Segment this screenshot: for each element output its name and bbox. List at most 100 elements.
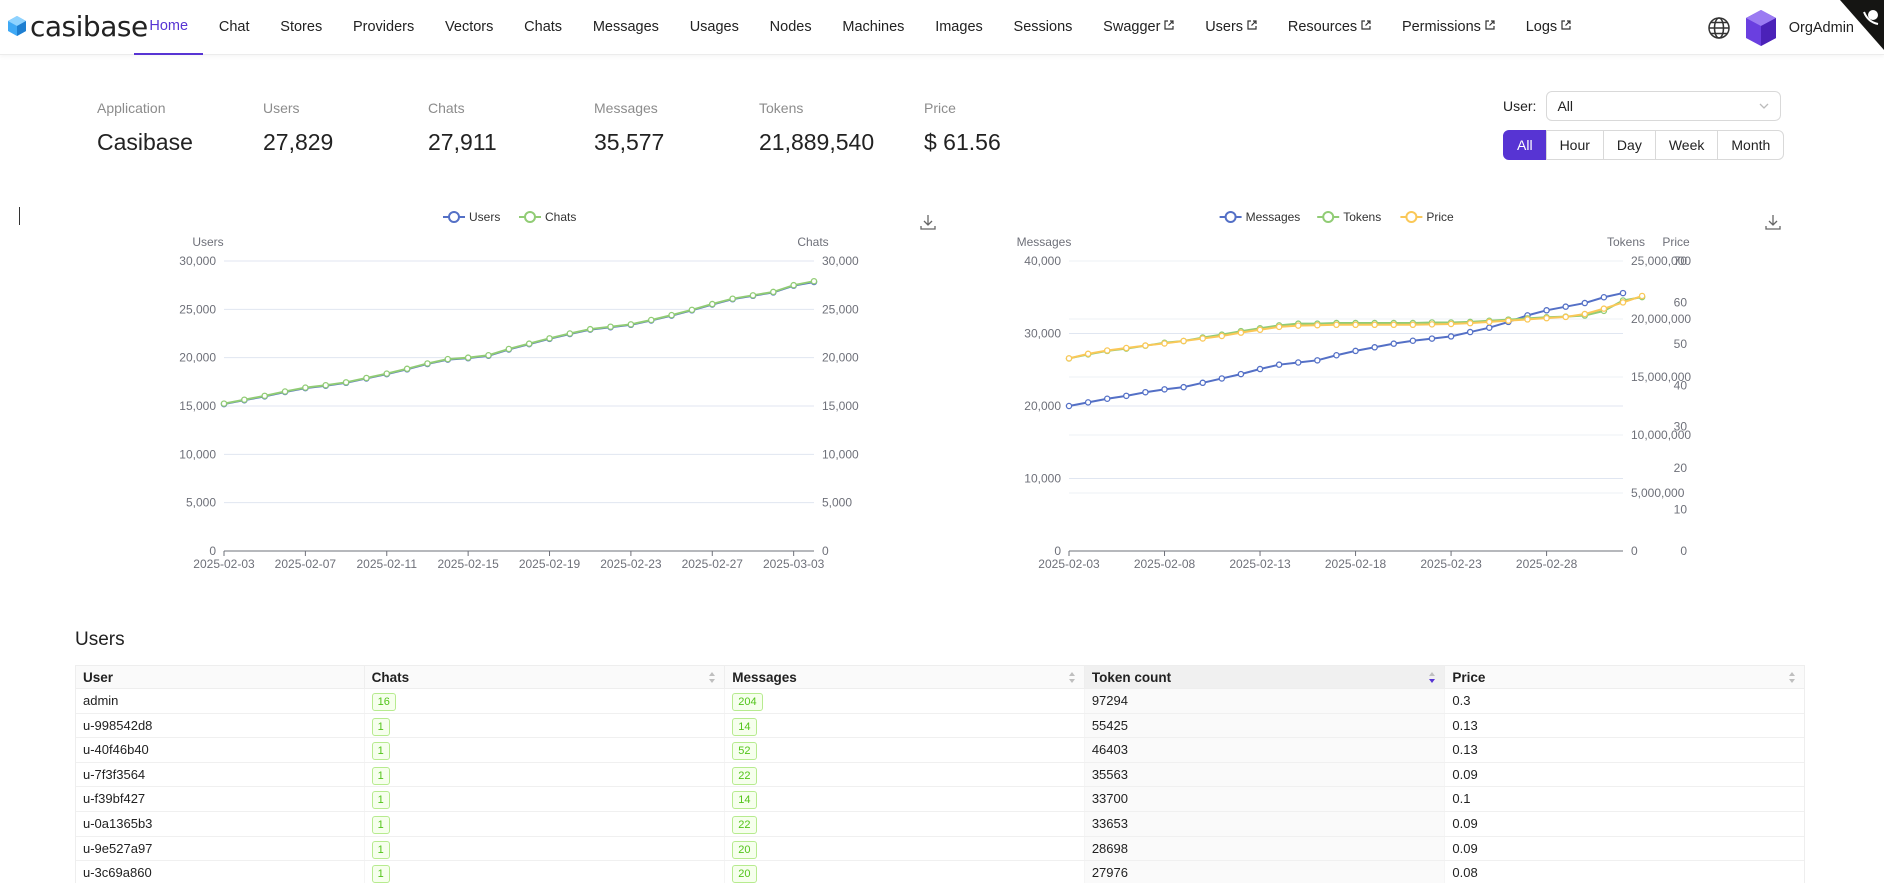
data-point-chats[interactable] [220,400,228,407]
download-chart-icon-1[interactable] [919,213,937,231]
data-point-price[interactable] [1199,335,1206,342]
data-point-chats[interactable] [607,323,614,330]
data-point-chats[interactable] [302,384,309,391]
data-point-price[interactable] [1314,321,1321,329]
data-point-chats[interactable] [566,330,574,337]
range-button-hour[interactable]: Hour [1545,130,1604,160]
data-point-messages[interactable] [1390,340,1398,347]
data-point-price[interactable] [1466,319,1474,327]
column-header-messages[interactable]: Messages [725,666,1085,688]
data-point-chats[interactable] [241,396,248,403]
data-point-messages[interactable] [1084,399,1092,406]
data-point-messages[interactable] [1123,392,1130,400]
globe-icon[interactable] [1707,16,1731,40]
data-point-chats[interactable] [546,335,553,342]
nav-item-machines[interactable]: Machines [827,0,920,55]
sort-icon[interactable] [1068,671,1076,684]
data-point-price[interactable] [1142,342,1149,349]
legend-item-tokens[interactable]: Tokens [1317,210,1381,224]
data-point-messages[interactable] [1103,395,1111,402]
data-point-chats[interactable] [403,365,411,373]
nav-item-stores[interactable]: Stores [265,0,338,55]
data-point-chats[interactable] [586,325,594,333]
data-point-messages[interactable] [1161,386,1168,393]
data-point-price[interactable] [1371,321,1378,329]
column-header-chats[interactable]: Chats [365,666,726,688]
user-select[interactable]: All [1546,91,1782,121]
messages-count-tag[interactable]: 22 [732,815,757,834]
data-point-messages[interactable] [1543,307,1550,314]
casibase-logo[interactable]: casibase [6,10,148,43]
messages-count-tag[interactable]: 204 [732,693,763,711]
nav-item-usages[interactable]: Usages [674,0,754,55]
data-point-chats[interactable] [810,277,818,285]
range-button-week[interactable]: Week [1654,130,1719,160]
nav-item-resources[interactable]: Resources [1272,0,1386,55]
data-point-price[interactable] [1447,320,1455,328]
column-header-price[interactable]: Price [1445,666,1804,688]
range-button-month[interactable]: Month [1717,130,1785,160]
sort-icon[interactable] [1428,671,1436,684]
data-point-messages[interactable] [1256,365,1264,373]
data-point-chats[interactable] [749,292,757,299]
data-point-messages[interactable] [1237,370,1245,378]
data-point-chats[interactable] [485,351,492,359]
data-point-price[interactable] [1638,292,1646,300]
range-button-all[interactable]: All [1503,130,1547,160]
messages-count-tag[interactable]: 14 [732,717,757,736]
data-point-chats[interactable] [505,345,513,353]
nav-item-sessions[interactable]: Sessions [998,0,1088,55]
data-point-messages[interactable] [1600,294,1608,301]
data-point-messages[interactable] [1142,388,1149,396]
data-point-price[interactable] [1065,355,1073,362]
data-point-chats[interactable] [790,281,797,289]
download-chart-icon-2[interactable] [1764,213,1782,231]
data-point-messages[interactable] [1352,347,1359,355]
data-point-price[interactable] [1505,317,1512,324]
sort-icon[interactable] [708,671,716,684]
chats-count-tag[interactable]: 1 [371,766,390,785]
chats-count-tag[interactable]: 1 [371,815,390,834]
nav-item-chat[interactable]: Chat [203,0,264,55]
data-point-messages[interactable] [1294,359,1302,366]
column-header-user[interactable]: User [76,666,365,688]
data-point-price[interactable] [1275,323,1283,331]
data-point-chats[interactable] [424,360,431,367]
chats-count-tag[interactable]: 16 [371,693,396,711]
data-point-price[interactable] [1103,347,1111,354]
nav-item-logs[interactable]: Logs [1510,0,1586,55]
nav-item-swagger[interactable]: Swagger [1088,0,1190,55]
data-point-price[interactable] [1180,337,1187,345]
data-point-messages[interactable] [1180,383,1187,391]
data-point-chats[interactable] [261,392,268,400]
data-point-chats[interactable] [363,374,370,382]
data-point-price[interactable] [1294,322,1302,329]
data-point-chats[interactable] [444,355,452,363]
data-point-price[interactable] [1333,321,1340,329]
data-point-price[interactable] [1524,316,1531,323]
nav-item-nodes[interactable]: Nodes [754,0,827,55]
data-point-price[interactable] [1218,332,1226,340]
data-point-price[interactable] [1084,350,1092,358]
data-point-chats[interactable] [464,354,472,361]
nav-item-permissions[interactable]: Permissions [1387,0,1511,55]
range-button-day[interactable]: Day [1602,130,1656,160]
data-point-chats[interactable] [729,295,736,302]
data-point-price[interactable] [1486,318,1493,326]
chats-count-tag[interactable]: 1 [371,791,390,810]
data-point-chats[interactable] [668,311,675,319]
nav-item-providers[interactable]: Providers [338,0,430,55]
data-point-chats[interactable] [525,340,533,347]
legend-item-price[interactable]: Price [1400,210,1454,224]
data-point-chats[interactable] [770,288,777,296]
data-point-price[interactable] [1123,344,1130,352]
data-point-messages[interactable] [1409,337,1417,344]
data-point-price[interactable] [1562,313,1569,321]
chats-count-tag[interactable]: 1 [371,865,390,883]
nav-item-vectors[interactable]: Vectors [430,0,509,55]
chats-count-tag[interactable]: 1 [371,840,390,859]
nav-item-users[interactable]: Users [1190,0,1273,55]
messages-count-tag[interactable]: 20 [732,865,757,883]
data-point-messages[interactable] [1314,357,1321,364]
legend-item-users[interactable]: Users [443,210,500,224]
